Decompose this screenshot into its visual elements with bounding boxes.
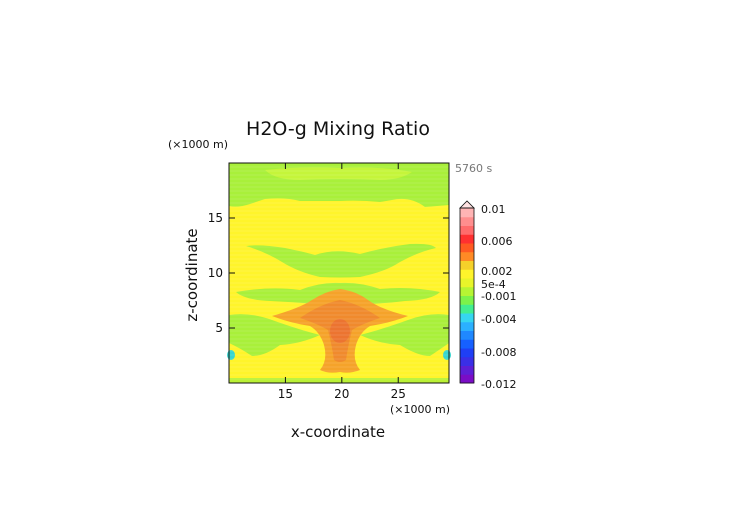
y-axis-label: z-coordinate: [183, 228, 201, 321]
colorbar-frame: [459, 207, 475, 384]
x-tick-label: 15: [278, 387, 293, 401]
colorbar-segment: [460, 260, 474, 270]
x-scale-label: (×1000 m): [390, 403, 450, 416]
side-band-left: [229, 314, 320, 356]
colorbar-tick-label: 5e-4: [481, 278, 506, 291]
y-tick-label: 15: [208, 211, 223, 225]
colorbar-segment: [460, 295, 474, 305]
time-label: 5760 s: [455, 162, 492, 175]
core-inner: [330, 319, 350, 343]
colorbar-tick-label: -0.004: [481, 313, 516, 326]
y-tick-label: 5: [215, 321, 223, 335]
colorbar-segment: [460, 304, 474, 314]
colorbar-segment: [460, 348, 474, 358]
colorbar-tick-label: -0.008: [481, 346, 516, 359]
colorbar-segment: [460, 286, 474, 296]
colorbar-extend-triangle: [459, 200, 475, 209]
upper-band-light: [265, 167, 412, 180]
y-ticks: 5 10 15: [208, 211, 449, 335]
colorbar: [459, 200, 475, 384]
colorbar-segment: [460, 365, 474, 375]
colorbar-segment: [460, 278, 474, 288]
x-ticks: 15 20 25: [278, 163, 406, 401]
y-tick-label: 10: [208, 266, 223, 280]
colorbar-segment: [460, 313, 474, 323]
x-tick-label: 25: [391, 387, 406, 401]
colorbar-segment: [460, 251, 474, 261]
colorbar-segment: [460, 216, 474, 226]
colorbar-tick-label: -0.012: [481, 378, 516, 391]
colorbar-segment: [460, 225, 474, 235]
y-scale-label: (×1000 m): [168, 138, 228, 151]
colorbar-segment: [460, 243, 474, 253]
colorbar-segment: [460, 374, 474, 384]
colorbar-tick-label: 0.002: [481, 265, 513, 278]
plot-area: [227, 162, 451, 384]
colorbar-tick-label: -0.001: [481, 290, 516, 303]
colorbar-segment: [460, 208, 474, 218]
side-band-right: [360, 314, 449, 356]
bottom-speckle: [229, 378, 449, 383]
colorbar-tick-label: 0.01: [481, 203, 506, 216]
x-tick-label: 20: [334, 387, 349, 401]
colorbar-tick-label: 0.006: [481, 235, 513, 248]
colorbar-segment: [460, 234, 474, 244]
colorbar-segment: [460, 269, 474, 279]
colorbar-segment: [460, 356, 474, 366]
mid-band: [246, 243, 436, 278]
colorbar-segment: [460, 321, 474, 331]
colorbar-segment: [460, 330, 474, 340]
raster-stripes: [229, 166, 449, 380]
chart-title: H2O-g Mixing Ratio: [246, 118, 430, 140]
colorbar-segment: [460, 339, 474, 349]
x-axis-label: x-coordinate: [291, 423, 385, 441]
